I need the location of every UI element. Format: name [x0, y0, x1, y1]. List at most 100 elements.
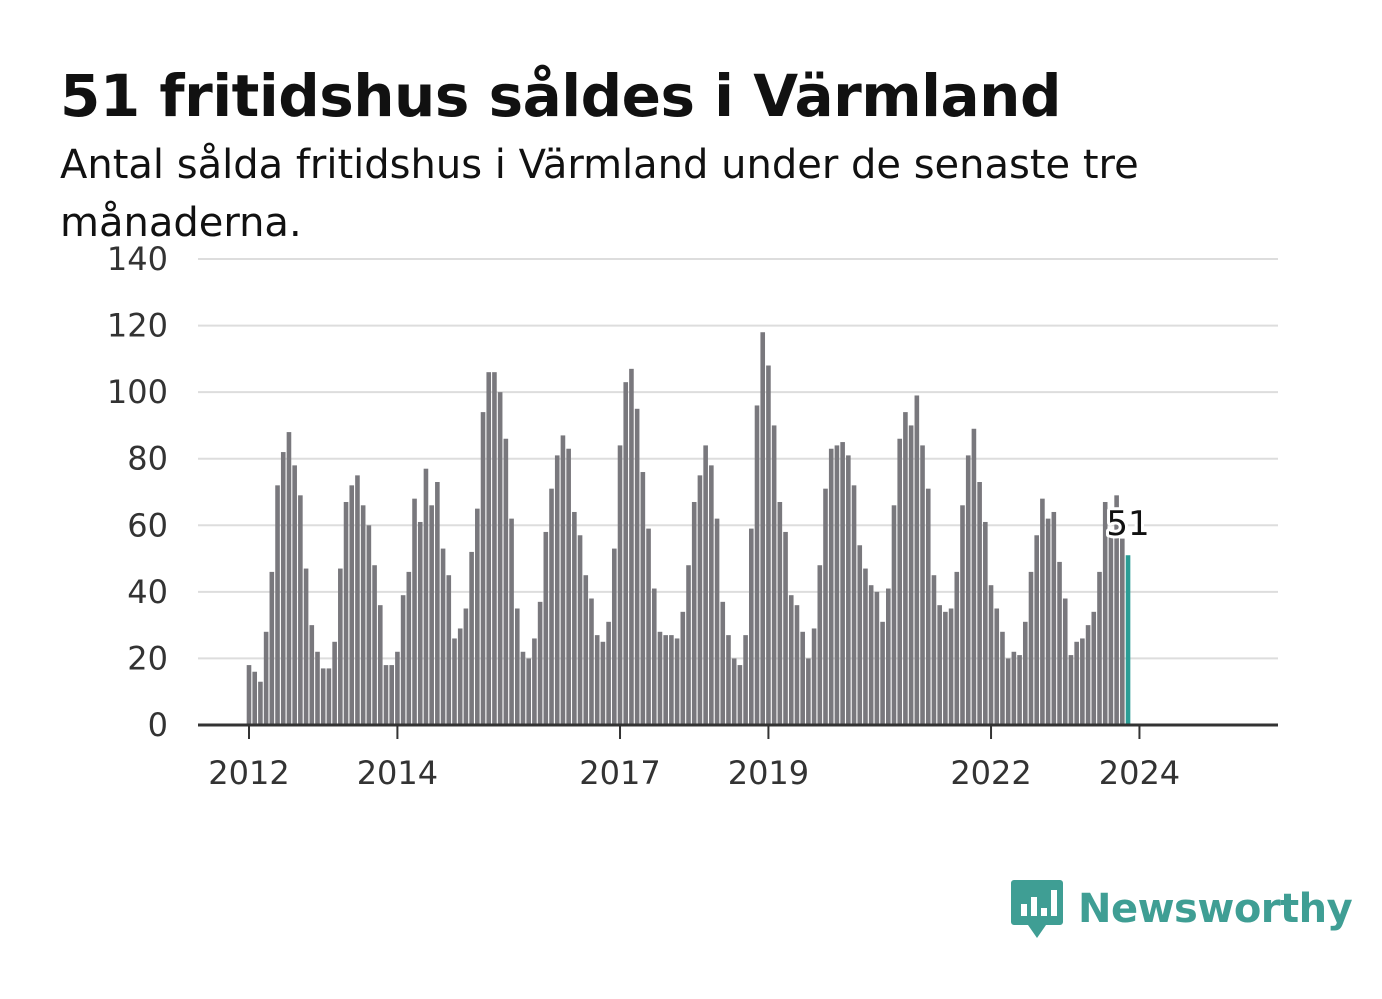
bar: [743, 635, 748, 725]
chart-subtitle: Antal sålda fritidshus i Värmland under …: [60, 142, 1139, 246]
bar: [463, 608, 469, 725]
bar: [589, 598, 594, 725]
bar: [697, 475, 703, 725]
bar: [1011, 651, 1017, 725]
x-tick-label: 2022: [950, 754, 1031, 792]
bar: [994, 608, 1000, 725]
y-tick-label: 120: [107, 307, 168, 345]
bar: [258, 681, 263, 725]
bar: [817, 565, 823, 725]
bar: [263, 631, 269, 725]
y-tick-label: 0: [148, 706, 168, 744]
bar: [629, 368, 634, 725]
bar: [423, 468, 429, 725]
bar: [475, 508, 480, 725]
bar: [537, 601, 543, 725]
bar: [372, 565, 377, 725]
bar: [309, 625, 315, 725]
bar: [977, 482, 982, 725]
bar: [429, 505, 434, 725]
bar: [640, 472, 646, 725]
bar: [594, 635, 600, 725]
bar: [320, 668, 326, 725]
bar: [406, 571, 412, 725]
bar: [1028, 571, 1034, 725]
bar: [1045, 518, 1051, 725]
bar: [868, 585, 874, 725]
bar: [960, 505, 965, 725]
bar: [1051, 511, 1057, 725]
bar: [252, 671, 258, 725]
bar: [412, 498, 417, 725]
bar: [903, 412, 908, 725]
bar: [1114, 495, 1119, 725]
bar: [617, 445, 623, 725]
bar: [897, 438, 903, 725]
bar: [651, 588, 657, 725]
newsworthy-brand[interactable]: Newsworthy: [1010, 878, 1353, 940]
x-tick-label: 2014: [357, 754, 438, 792]
bar: [1120, 538, 1125, 725]
bar: [400, 595, 406, 725]
bar: [1085, 625, 1091, 725]
bar: [389, 665, 394, 725]
bar: [435, 482, 440, 725]
bar: [931, 575, 937, 725]
data-labels: 51: [1103, 501, 1152, 547]
bar: [731, 658, 737, 725]
y-axis-ticks: 0 20 40 60 80 100 120 140: [107, 240, 168, 744]
bar: [691, 501, 697, 725]
bar: [497, 392, 503, 725]
bar: [503, 438, 509, 725]
bar: [520, 651, 526, 725]
y-tick-label: 100: [107, 373, 168, 411]
bar: [532, 638, 537, 725]
bar: [857, 545, 863, 725]
bar: [754, 405, 760, 725]
bar: [954, 571, 960, 725]
bar: [1108, 531, 1114, 725]
bar: [943, 611, 948, 725]
bar: [315, 651, 320, 725]
bar: [1017, 655, 1022, 725]
bar: [983, 521, 988, 725]
brand-name: Newsworthy: [1078, 886, 1353, 932]
bar: [269, 571, 275, 725]
bar: [674, 638, 680, 725]
bar: [828, 448, 834, 725]
bar: [846, 455, 851, 725]
bar: [874, 591, 880, 725]
bar: [606, 621, 611, 725]
bar: [937, 605, 942, 725]
bar: [292, 465, 297, 725]
bar: [886, 588, 891, 725]
bar: [1057, 561, 1062, 725]
bar: [480, 412, 486, 725]
bar: [395, 651, 400, 725]
bar: [1000, 631, 1005, 725]
bar: [726, 635, 731, 725]
bar: [560, 435, 566, 725]
bar: [663, 635, 668, 725]
bar: [840, 442, 845, 725]
x-tick-label: 2017: [579, 754, 660, 792]
bar: [948, 608, 954, 725]
bar: [1040, 498, 1045, 725]
bar: [1074, 641, 1079, 725]
bar: [988, 585, 994, 725]
bar: [452, 638, 457, 725]
bar: [457, 628, 463, 725]
bar: [686, 565, 691, 725]
bar: [908, 425, 914, 725]
bar: [509, 518, 514, 725]
bar: [800, 631, 805, 725]
bar: [332, 641, 337, 725]
bar: [326, 668, 332, 725]
bar: [1097, 571, 1102, 725]
bar: [286, 432, 292, 725]
x-tick-label: 2012: [208, 754, 289, 792]
bar: [1080, 638, 1085, 725]
bar: [737, 665, 743, 725]
bar: [823, 488, 828, 725]
